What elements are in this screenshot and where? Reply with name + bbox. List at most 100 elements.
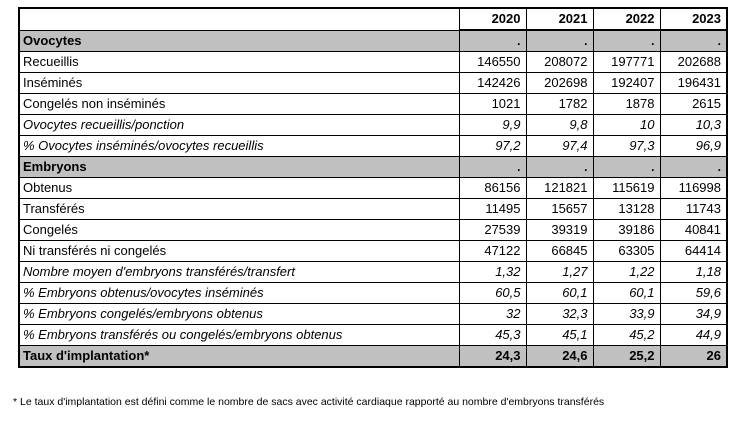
row-label: % Embryons congelés/embryons obtenus bbox=[18, 303, 460, 325]
row-label: Ni transférés ni congelés bbox=[18, 240, 460, 262]
table-row: Ni transférés ni congelés 47122 66845 63… bbox=[18, 240, 728, 262]
corner-cell bbox=[18, 7, 460, 31]
cell-value: 44,9 bbox=[659, 324, 728, 346]
cell-value: . bbox=[525, 29, 594, 52]
fertility-stats-table: 2020 2021 2022 2023 Ovocytes . . . . Rec… bbox=[18, 7, 728, 368]
cell-value: 202698 bbox=[525, 72, 594, 94]
cell-value: 32,3 bbox=[525, 303, 594, 325]
total-row-taux-implantation: Taux d'implantation* 24,3 24,6 25,2 26 bbox=[18, 345, 728, 368]
table-row: % Embryons obtenus/ovocytes inséminés 60… bbox=[18, 282, 728, 304]
table-row: % Embryons transférés ou congelés/embryo… bbox=[18, 324, 728, 346]
cell-value: 45,1 bbox=[525, 324, 594, 346]
row-label: Ovocytes bbox=[18, 29, 460, 52]
row-label: Inséminés bbox=[18, 72, 460, 94]
cell-value: 25,2 bbox=[592, 345, 661, 368]
cell-value: 86156 bbox=[458, 177, 527, 199]
cell-value: 10,3 bbox=[659, 114, 728, 136]
cell-value: 1021 bbox=[458, 93, 527, 115]
cell-value: . bbox=[659, 156, 728, 178]
cell-value: 66845 bbox=[525, 240, 594, 262]
cell-value: 26 bbox=[659, 345, 728, 368]
row-label: Congelés bbox=[18, 219, 460, 241]
year-header: 2022 bbox=[592, 7, 661, 31]
cell-value: 142426 bbox=[458, 72, 527, 94]
cell-value: 40841 bbox=[659, 219, 728, 241]
cell-value: . bbox=[592, 156, 661, 178]
cell-value: 39186 bbox=[592, 219, 661, 241]
year-header-row: 2020 2021 2022 2023 bbox=[18, 7, 728, 31]
cell-value: 97,2 bbox=[458, 135, 527, 157]
cell-value: 192407 bbox=[592, 72, 661, 94]
cell-value: 64414 bbox=[659, 240, 728, 262]
row-label: Obtenus bbox=[18, 177, 460, 199]
cell-value: 1782 bbox=[525, 93, 594, 115]
cell-value: 59,6 bbox=[659, 282, 728, 304]
cell-value: 24,6 bbox=[525, 345, 594, 368]
cell-value: 1,27 bbox=[525, 261, 594, 283]
cell-value: 15657 bbox=[525, 198, 594, 220]
cell-value: 208072 bbox=[525, 51, 594, 73]
cell-value: 9,8 bbox=[525, 114, 594, 136]
cell-value: 27539 bbox=[458, 219, 527, 241]
table-row: % Embryons congelés/embryons obtenus 32 … bbox=[18, 303, 728, 325]
cell-value: 146550 bbox=[458, 51, 527, 73]
cell-value: 197771 bbox=[592, 51, 661, 73]
cell-value: 13128 bbox=[592, 198, 661, 220]
cell-value: 60,1 bbox=[525, 282, 594, 304]
cell-value: 39319 bbox=[525, 219, 594, 241]
cell-value: 116998 bbox=[659, 177, 728, 199]
section-row-ovocytes: Ovocytes . . . . bbox=[18, 29, 728, 52]
row-label: % Embryons obtenus/ovocytes inséminés bbox=[18, 282, 460, 304]
cell-value: 24,3 bbox=[458, 345, 527, 368]
cell-value: 96,9 bbox=[659, 135, 728, 157]
cell-value: 1878 bbox=[592, 93, 661, 115]
cell-value: 33,9 bbox=[592, 303, 661, 325]
row-label: Recueillis bbox=[18, 51, 460, 73]
section-row-embryons: Embryons . . . . bbox=[18, 156, 728, 178]
footnote: * Le taux d'implantation est défini comm… bbox=[13, 396, 605, 408]
cell-value: 97,3 bbox=[592, 135, 661, 157]
row-label: Nombre moyen d'embryons transférés/trans… bbox=[18, 261, 460, 283]
cell-value: 115619 bbox=[592, 177, 661, 199]
table-row: Ovocytes recueillis/ponction 9,9 9,8 10 … bbox=[18, 114, 728, 136]
table-row: Inséminés 142426 202698 192407 196431 bbox=[18, 72, 728, 94]
cell-value: 32 bbox=[458, 303, 527, 325]
row-label: Embryons bbox=[18, 156, 460, 178]
table-row: Obtenus 86156 121821 115619 116998 bbox=[18, 177, 728, 199]
cell-value: . bbox=[458, 156, 527, 178]
cell-value: 1,18 bbox=[659, 261, 728, 283]
row-label: % Ovocytes inséminés/ovocytes recueillis bbox=[18, 135, 460, 157]
row-label: Ovocytes recueillis/ponction bbox=[18, 114, 460, 136]
cell-value: 60,5 bbox=[458, 282, 527, 304]
cell-value: . bbox=[592, 29, 661, 52]
cell-value: 1,22 bbox=[592, 261, 661, 283]
row-label: % Embryons transférés ou congelés/embryo… bbox=[18, 324, 460, 346]
table-row: % Ovocytes inséminés/ovocytes recueillis… bbox=[18, 135, 728, 157]
table-row: Nombre moyen d'embryons transférés/trans… bbox=[18, 261, 728, 283]
year-header: 2023 bbox=[659, 7, 728, 31]
cell-value: 11495 bbox=[458, 198, 527, 220]
table-row: Congelés non inséminés 1021 1782 1878 26… bbox=[18, 93, 728, 115]
row-label: Congelés non inséminés bbox=[18, 93, 460, 115]
table-row: Recueillis 146550 208072 197771 202688 bbox=[18, 51, 728, 73]
cell-value: 45,3 bbox=[458, 324, 527, 346]
cell-value: 60,1 bbox=[592, 282, 661, 304]
year-header: 2021 bbox=[525, 7, 594, 31]
cell-value: 2615 bbox=[659, 93, 728, 115]
cell-value: 121821 bbox=[525, 177, 594, 199]
cell-value: . bbox=[458, 29, 527, 52]
year-header: 2020 bbox=[458, 7, 527, 31]
cell-value: 11743 bbox=[659, 198, 728, 220]
row-label: Transférés bbox=[18, 198, 460, 220]
cell-value: . bbox=[525, 156, 594, 178]
cell-value: 1,32 bbox=[458, 261, 527, 283]
cell-value: 202688 bbox=[659, 51, 728, 73]
cell-value: 34,9 bbox=[659, 303, 728, 325]
cell-value: 45,2 bbox=[592, 324, 661, 346]
cell-value: 47122 bbox=[458, 240, 527, 262]
table-row: Transférés 11495 15657 13128 11743 bbox=[18, 198, 728, 220]
row-label: Taux d'implantation* bbox=[18, 345, 460, 368]
cell-value: 196431 bbox=[659, 72, 728, 94]
cell-value: 97,4 bbox=[525, 135, 594, 157]
